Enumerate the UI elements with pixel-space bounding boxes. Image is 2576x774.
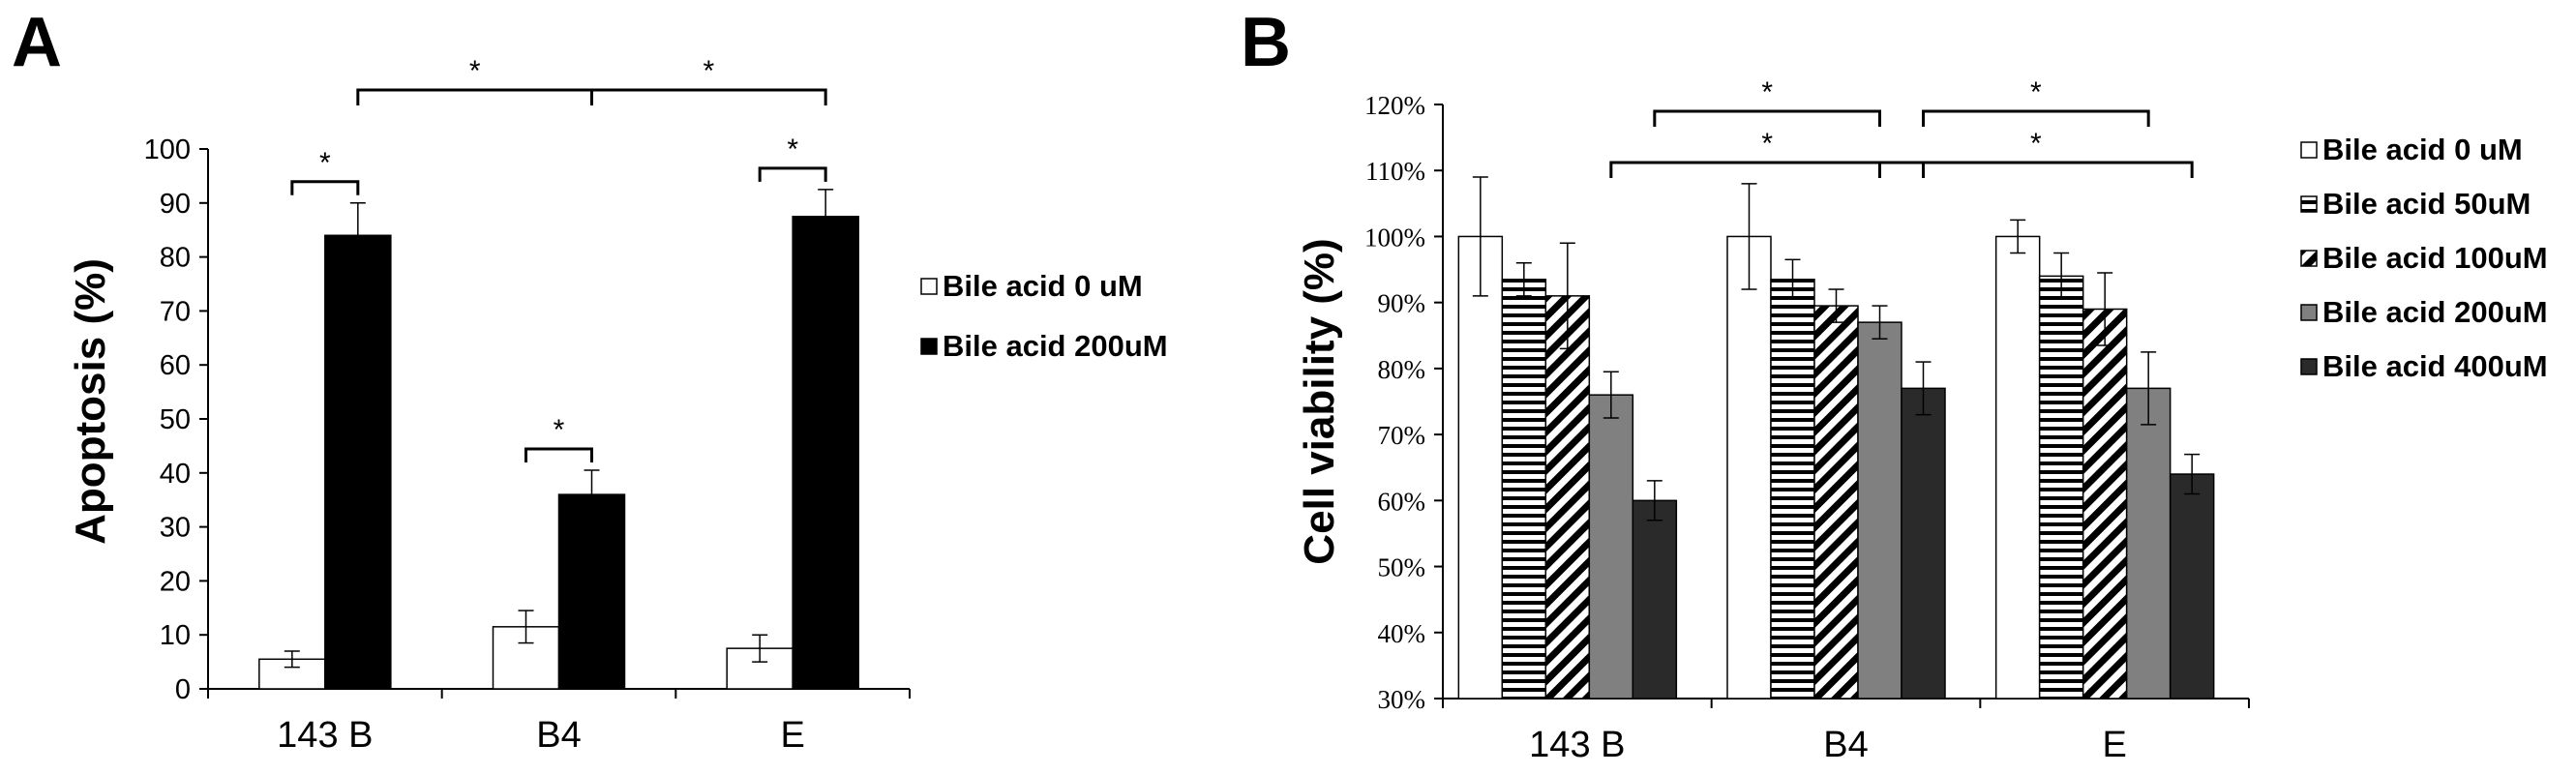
legend-label-bile-acid-100um: Bile acid 100uM	[2322, 241, 2548, 275]
legend-swatch-bile-acid-0-um	[2300, 141, 2318, 159]
legend-swatch-bile-acid-0-um	[920, 278, 938, 295]
y-tick-label: 80	[160, 243, 191, 274]
y-tick-label: 70%	[1378, 421, 1426, 450]
panel-label-b: B	[1241, 4, 1291, 81]
significance-star: *	[554, 414, 565, 446]
y-tick-label: 80%	[1378, 355, 1426, 384]
significance-bracket	[356, 88, 593, 105]
legend-swatch-bile-acid-400um	[2300, 358, 2318, 375]
y-tick-label: 0	[175, 674, 191, 705]
bar-b4-bile-acid-100um	[1813, 305, 1859, 700]
y-tick-label: 50	[160, 404, 191, 435]
bar-e-bile-acid-100um	[2082, 308, 2128, 700]
significance-brackets-b: * * * *	[1609, 76, 2194, 178]
legend-label-bile-acid-0-um: Bile acid 0 uM	[2322, 133, 2523, 166]
bar-143-b-bile-acid-400um	[1632, 499, 1678, 700]
y-tick-label: 60	[160, 350, 191, 381]
x-tick-label-143-b: 143 B	[277, 715, 373, 756]
bar-b4-bile-acid-200um	[1857, 321, 1902, 700]
bars-a	[258, 189, 859, 690]
bar-e-bile-acid-200um	[792, 216, 859, 690]
bar-e-bile-acid-400um	[2169, 473, 2215, 700]
x-tick-label-b4: B4	[536, 715, 581, 756]
significance-star: *	[1761, 76, 1773, 108]
bar-143-b-bile-acid-50um	[1501, 279, 1547, 700]
y-tick-label: 100	[144, 134, 191, 165]
y-tick-label: 40%	[1378, 619, 1426, 648]
legend-label-bile-acid-400um: Bile acid 400uM	[2322, 349, 2548, 383]
x-tick-label-e: E	[780, 715, 804, 756]
legend-b: Bile acid 0 uM Bile acid 50uM Bile acid 10…	[2300, 133, 2548, 383]
legend-swatch-bile-acid-50um	[2300, 195, 2318, 213]
y-tick-label: 110%	[1365, 157, 1425, 186]
y-tick-label: 30%	[1378, 685, 1426, 714]
significance-bracket	[590, 88, 827, 105]
significance-brackets-a: * * * * *	[290, 55, 827, 463]
y-tick-label: 50%	[1378, 553, 1426, 582]
significance-bracket	[1878, 161, 2194, 178]
axes-b: 30% 40% 50% 60% 70% 80% 90% 100% 110% 120% 143 B B4…	[1364, 91, 2250, 765]
y-tick-label: 90%	[1378, 289, 1426, 318]
y-tick-label: 90	[160, 189, 191, 220]
bar-e-bile-acid-200um	[2125, 387, 2172, 700]
significance-bracket	[758, 166, 827, 182]
bar-b4-bile-acid-200um	[557, 493, 626, 690]
legend-swatch-bile-acid-200um	[920, 338, 938, 355]
bar-143-b-bile-acid-200um	[1588, 394, 1634, 700]
y-tick-label: 40	[160, 459, 191, 490]
bars-b	[1457, 176, 2215, 700]
bar-e-bile-acid-50um	[2038, 275, 2084, 700]
legend-swatch-bile-acid-100um	[2300, 250, 2318, 267]
x-tick-label-143-b: 143 B	[1529, 725, 1625, 765]
significance-star: *	[2030, 76, 2042, 108]
panel-a: A Apoptosis (%) 0 10 20 30 40 50 60 70 80 90 100 14…	[12, 4, 1168, 756]
bar-143-b-bile-acid-100um	[1544, 295, 1591, 700]
bar-b4-bile-acid-0-um	[1726, 235, 1772, 700]
y-axis-label-cell-viability: Cell viability (%)	[1296, 238, 1343, 564]
significance-bracket	[1653, 109, 1881, 127]
y-tick-label: 20	[160, 566, 191, 597]
bar-143-b-bile-acid-200um	[324, 234, 392, 690]
x-tick-label-b4: B4	[1823, 725, 1868, 765]
legend-a: Bile acid 0 uM Bile acid 200uM	[920, 269, 1168, 363]
significance-bracket	[1609, 161, 1925, 178]
significance-star: *	[1761, 128, 1773, 160]
legend-label-bile-acid-200um: Bile acid 200uM	[2322, 295, 2548, 329]
significance-bracket	[1922, 109, 2150, 127]
axes-a: 0 10 20 30 40 50 60 70 80 90 100 143 B B4 E	[144, 134, 911, 756]
y-tick-label: 120%	[1364, 91, 1425, 120]
significance-star: *	[319, 147, 331, 179]
legend-label-bile-acid-200um: Bile acid 200uM	[943, 329, 1168, 363]
bar-b4-bile-acid-50um	[1770, 279, 1815, 700]
significance-star: *	[787, 134, 798, 165]
significance-star: *	[703, 55, 714, 87]
panel-b: B Cell viability (%) 30% 40% 50% 60% 70% 80% 9…	[1241, 4, 2548, 765]
significance-bracket	[524, 447, 593, 463]
legend-label-bile-acid-0-um: Bile acid 0 uM	[943, 269, 1143, 303]
panel-label-a: A	[12, 4, 62, 81]
bar-e-bile-acid-0-um	[1994, 235, 2041, 700]
bar-143-b-bile-acid-0-um	[1457, 235, 1504, 700]
y-tick-label: 100%	[1364, 223, 1425, 252]
y-axis-label-apoptosis: Apoptosis (%)	[67, 258, 114, 545]
y-tick-label: 10	[160, 620, 191, 651]
significance-star: *	[469, 55, 481, 87]
legend-label-bile-acid-50um: Bile acid 50uM	[2322, 187, 2531, 221]
bar-b4-bile-acid-400um	[1901, 387, 1946, 700]
legend-swatch-bile-acid-200um	[2300, 304, 2318, 321]
y-tick-label: 60%	[1378, 487, 1426, 516]
significance-bracket	[290, 180, 360, 195]
y-tick-label: 70	[160, 296, 191, 327]
significance-star: *	[2030, 128, 2042, 160]
x-tick-label-e: E	[2102, 725, 2126, 765]
y-tick-label: 30	[160, 513, 191, 544]
